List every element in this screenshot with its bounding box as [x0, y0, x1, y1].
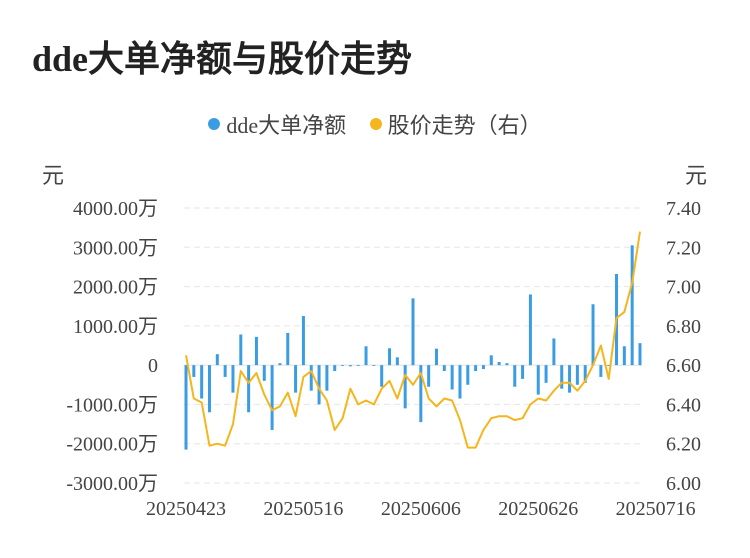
- left-axis-unit: 元: [42, 163, 65, 188]
- bar: [630, 245, 634, 366]
- left-axis-tick-label: -3000.00万: [66, 473, 158, 495]
- left-axis-tick-label: -2000.00万: [66, 434, 158, 456]
- bar: [568, 365, 572, 393]
- bar: [607, 365, 611, 366]
- bar: [348, 365, 352, 367]
- bar: [286, 332, 290, 366]
- bar: [458, 365, 462, 399]
- bar: [309, 365, 313, 391]
- price-line: [185, 231, 641, 449]
- bar: [411, 298, 415, 366]
- bar: [474, 365, 478, 372]
- right-axis-tick-label: 7.40: [666, 198, 701, 220]
- right-axis-tick-label: 7.00: [666, 277, 701, 299]
- bar: [583, 365, 587, 383]
- x-axis-labels: 20250423 20250516 20250606 20250626 20250716: [146, 498, 696, 520]
- bar: [505, 363, 509, 366]
- bar: [184, 365, 188, 450]
- chart-title: dde大单净额与股价走势: [32, 39, 413, 79]
- x-axis-tick-label: 20250516: [263, 498, 343, 520]
- bar: [231, 365, 235, 393]
- bar: [481, 365, 485, 370]
- legend-label-price: 股价走势（右）: [387, 113, 542, 138]
- bar: [599, 365, 603, 377]
- left-axis-tick-label: -1000.00万: [66, 394, 158, 416]
- bar: [254, 336, 258, 366]
- right-axis-tick-label: 7.20: [666, 237, 701, 259]
- left-axis-tick-label: 4000.00万: [73, 198, 158, 220]
- bar: [575, 365, 579, 385]
- bar: [364, 346, 368, 366]
- bar: [333, 365, 337, 372]
- bar: [638, 343, 642, 366]
- bar: [301, 316, 305, 366]
- bar: [450, 365, 454, 390]
- bar: [521, 365, 525, 379]
- legend-dot-price: [369, 118, 382, 130]
- bar: [341, 365, 345, 366]
- bar: [192, 365, 196, 377]
- bar: [380, 365, 384, 387]
- bar-series-dde: [184, 245, 642, 450]
- bar: [497, 362, 501, 366]
- bar: [223, 365, 227, 377]
- right-axis-tick-label: 6.20: [666, 434, 701, 456]
- left-axis-tick-label: 1000.00万: [73, 316, 158, 338]
- right-axis-tick-label: 6.40: [666, 394, 701, 416]
- bar: [247, 365, 251, 413]
- x-axis-tick-label: 20250423: [146, 498, 226, 520]
- bar: [239, 334, 243, 366]
- bar: [317, 365, 321, 405]
- legend-item-dde[interactable]: dde大单净额: [208, 108, 346, 140]
- right-axis-labels: 6.00 6.20 6.40 6.60 6.80 7.00 7.20 7.40: [666, 198, 701, 495]
- bar: [207, 365, 211, 413]
- bar: [270, 365, 274, 430]
- bar: [528, 294, 532, 366]
- bar: [466, 365, 470, 385]
- bar: [536, 365, 540, 395]
- bar: [403, 365, 407, 409]
- line-series-price: [185, 231, 641, 449]
- bar: [215, 354, 219, 366]
- bar: [388, 348, 392, 366]
- legend-dot-dde: [208, 118, 221, 130]
- bar: [372, 365, 376, 366]
- x-axis-tick-label: 20250626: [498, 498, 578, 520]
- bar: [262, 365, 266, 381]
- bar: [427, 365, 431, 387]
- bar: [434, 348, 438, 366]
- bar: [622, 346, 626, 366]
- bar: [278, 363, 282, 366]
- gridlines: [184, 207, 642, 484]
- bar: [544, 365, 548, 383]
- bar: [591, 304, 595, 366]
- legend-item-price[interactable]: 股价走势（右）: [369, 108, 542, 140]
- legend: dde大单净额 股价走势（右）: [0, 108, 750, 140]
- bar: [489, 355, 493, 366]
- right-axis-unit: 元: [685, 163, 708, 188]
- x-axis-tick-label: 20250716: [616, 498, 696, 520]
- bar: [442, 365, 446, 372]
- left-axis-tick-label: 3000.00万: [73, 237, 158, 259]
- bar: [200, 365, 204, 399]
- right-axis-tick-label: 6.00: [666, 473, 701, 495]
- left-axis-tick-label: 0: [148, 355, 158, 377]
- bar: [356, 365, 360, 366]
- bar: [552, 338, 556, 366]
- right-axis-tick-label: 6.80: [666, 316, 701, 338]
- left-axis-tick-label: 2000.00万: [73, 277, 158, 299]
- bar: [325, 365, 329, 391]
- legend-label-dde: dde大单净额: [226, 113, 347, 138]
- right-axis-tick-label: 6.60: [666, 355, 701, 377]
- bar: [419, 365, 423, 423]
- bar: [294, 365, 298, 393]
- bar: [560, 365, 564, 389]
- bar: [513, 365, 517, 387]
- x-axis-tick-label: 20250606: [381, 498, 461, 520]
- bar: [395, 357, 399, 366]
- left-axis-labels: -3000.00万 -2000.00万 -1000.00万 0 1000.00万 2000…: [66, 198, 158, 495]
